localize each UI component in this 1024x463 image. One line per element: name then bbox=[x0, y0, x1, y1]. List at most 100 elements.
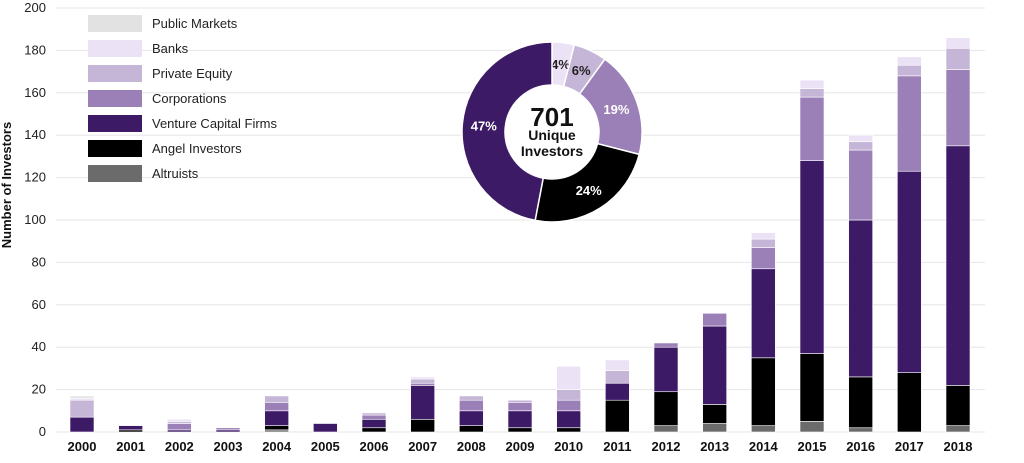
bar-segment-banks bbox=[799, 79, 825, 89]
bar-segment-angel-investors bbox=[799, 353, 825, 422]
y-axis-label: Number of Investors bbox=[0, 122, 14, 248]
donut-center-label-line2: Investors bbox=[521, 143, 583, 159]
bar-segment-venture-capital-firms bbox=[799, 160, 825, 354]
donut-slice-label: 19% bbox=[603, 102, 629, 117]
bar-segment-private-equity bbox=[848, 141, 873, 151]
legend: Public Markets Banks Private Equity Corpora… bbox=[88, 15, 277, 182]
bar-segment-venture-capital-firms bbox=[848, 219, 873, 378]
legend-label: Corporations bbox=[152, 91, 227, 106]
legend-swatch bbox=[88, 165, 142, 182]
legend-label: Venture Capital Firms bbox=[152, 116, 277, 131]
bar-segment-private-equity bbox=[459, 395, 484, 401]
bar-segment-banks bbox=[167, 418, 192, 422]
bar-segment-altruists bbox=[702, 423, 727, 433]
y-tick-label: 200 bbox=[24, 0, 46, 15]
bar-segment-angel-investors bbox=[605, 399, 630, 433]
bar-segment-corporations bbox=[167, 423, 192, 431]
y-tick-label: 80 bbox=[32, 254, 46, 269]
bar-segment-banks bbox=[897, 56, 922, 66]
x-tick-label: 2002 bbox=[165, 439, 194, 454]
x-tick-label: 2010 bbox=[554, 439, 583, 454]
x-tick-label: 2012 bbox=[652, 439, 681, 454]
bar-segment-altruists bbox=[848, 427, 873, 433]
x-tick-label: 2018 bbox=[944, 439, 973, 454]
bar-segment-corporations bbox=[556, 399, 581, 412]
bar-segment-angel-investors bbox=[118, 429, 143, 433]
bar-segment-banks bbox=[410, 376, 435, 380]
donut-slice-label: 6% bbox=[572, 63, 591, 78]
bar-segment-angel-investors bbox=[897, 372, 922, 433]
x-tick-label: 2011 bbox=[603, 439, 631, 454]
x-tick-label: 2000 bbox=[68, 439, 97, 454]
legend-swatch bbox=[88, 90, 142, 107]
bar-segment-corporations bbox=[848, 149, 873, 221]
bar-segment-banks bbox=[556, 365, 581, 390]
x-tick-label: 2008 bbox=[457, 439, 486, 454]
bar-segment-altruists bbox=[751, 425, 776, 433]
x-tick-label: 2001 bbox=[116, 439, 145, 454]
bar-segment-corporations bbox=[361, 414, 387, 420]
x-tick-label: 2005 bbox=[311, 439, 340, 454]
y-tick-label: 0 bbox=[39, 424, 46, 439]
legend-label: Banks bbox=[152, 41, 189, 56]
bar-segment-venture-capital-firms bbox=[897, 170, 922, 373]
x-tick-label: 2003 bbox=[214, 439, 243, 454]
legend-label: Public Markets bbox=[152, 16, 238, 31]
x-tick-label: 2016 bbox=[846, 439, 875, 454]
bar-segment-venture-capital-firms bbox=[69, 416, 95, 433]
bar-segment-altruists bbox=[653, 425, 679, 433]
bar-segment-corporations bbox=[410, 382, 435, 386]
legend-label: Angel Investors bbox=[152, 141, 242, 156]
bar-segment-venture-capital-firms bbox=[264, 410, 289, 426]
donut-slice-label: 4% bbox=[551, 57, 570, 72]
bar-segment-corporations bbox=[264, 402, 289, 412]
bar-segment-corporations bbox=[215, 427, 241, 431]
bar-segment-angel-investors bbox=[459, 425, 484, 433]
legend-swatch bbox=[88, 40, 142, 57]
donut-hole bbox=[506, 86, 598, 178]
bar-segment-venture-capital-firms bbox=[653, 346, 679, 393]
bar-segment-venture-capital-firms bbox=[118, 425, 143, 431]
bar-segment-angel-investors bbox=[361, 427, 387, 433]
legend-label: Altruists bbox=[152, 166, 199, 181]
legend-label: Private Equity bbox=[152, 66, 233, 81]
bar-segment-corporations bbox=[702, 312, 727, 327]
x-tick-label: 2009 bbox=[506, 439, 535, 454]
bar-segment-venture-capital-firms bbox=[459, 410, 484, 426]
bar-segment-private-equity bbox=[897, 64, 922, 77]
y-axis-ticks: 0 20 40 60 80 100 120 140 160 180 200 bbox=[24, 0, 46, 439]
bar-segment-venture-capital-firms bbox=[945, 145, 971, 386]
bar-segment-venture-capital-firms bbox=[361, 418, 387, 429]
x-tick-label: 2017 bbox=[895, 439, 924, 454]
bar-segment-angel-investors bbox=[945, 385, 971, 426]
bar-segment-venture-capital-firms bbox=[702, 325, 727, 405]
bar-segment-venture-capital-firms bbox=[167, 429, 192, 433]
bar-segment-angel-investors bbox=[264, 425, 289, 431]
bar-segment-corporations bbox=[459, 399, 484, 412]
bar-segment-angel-investors bbox=[751, 357, 776, 426]
bar-segment-corporations bbox=[751, 247, 776, 270]
donut-slice-label: 47% bbox=[471, 119, 497, 134]
bar-segment-private-equity bbox=[945, 47, 971, 70]
bar-segment-corporations bbox=[507, 402, 533, 412]
bar-segment-altruists bbox=[945, 425, 971, 433]
legend-swatch bbox=[88, 15, 142, 32]
bar-segment-angel-investors bbox=[653, 391, 679, 426]
x-tick-label: 2014 bbox=[749, 439, 779, 454]
bar-segment-corporations bbox=[799, 96, 825, 161]
y-tick-label: 180 bbox=[24, 42, 46, 57]
bar-segment-venture-capital-firms bbox=[410, 385, 435, 420]
bar-segment-altruists bbox=[799, 421, 825, 433]
bar-segment-private-equity bbox=[605, 370, 630, 384]
y-tick-label: 40 bbox=[32, 339, 46, 354]
donut-center-label-line1: Unique bbox=[528, 127, 576, 143]
bar-segment-banks bbox=[605, 359, 630, 371]
bar-segment-venture-capital-firms bbox=[556, 410, 581, 429]
bar-segment-private-equity bbox=[361, 412, 387, 416]
x-tick-label: 2004 bbox=[262, 439, 292, 454]
legend-swatch bbox=[88, 65, 142, 82]
bar-segment-private-equity bbox=[556, 389, 581, 401]
x-axis-ticks: 2000 2001 2002 2003 2004 2005 2006 2007 2008 2009… bbox=[68, 439, 973, 454]
bar-segment-angel-investors bbox=[848, 376, 873, 429]
